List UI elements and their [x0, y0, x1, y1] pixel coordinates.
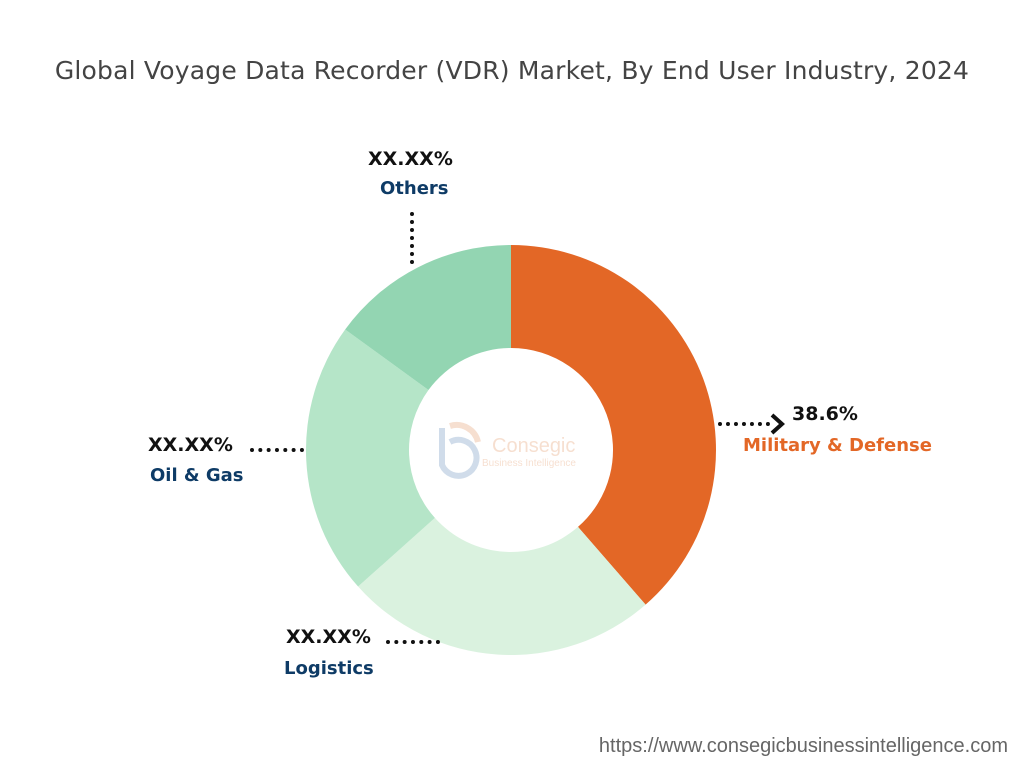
leader-line-logistics [386, 640, 440, 644]
label-name-logistics: Logistics [284, 658, 374, 679]
label-name-military: Military & Defense [743, 435, 932, 456]
leader-line-others [410, 212, 414, 264]
slice-oil-gas [306, 329, 435, 587]
slice-military-defense [511, 245, 716, 605]
label-name-oil-gas: Oil & Gas [150, 465, 244, 486]
slice-others [345, 245, 511, 391]
consegic-logo: Consegic Business Intelligence [430, 420, 610, 484]
label-value-oil-gas: XX.XX% [148, 434, 233, 456]
arrow-head-icon [770, 413, 785, 435]
label-name-others: Others [380, 178, 449, 199]
leader-line-oil-gas [250, 448, 304, 452]
svg-text:Business Intelligence: Business Intelligence [482, 458, 576, 469]
slice-logistics [358, 517, 646, 655]
leader-line-military [718, 422, 770, 426]
label-value-logistics: XX.XX% [286, 626, 371, 648]
chart-title: Global Voyage Data Recorder (VDR) Market… [54, 56, 970, 85]
footer-url: https://www.consegicbusinessintelligence… [598, 735, 1008, 757]
label-value-military: 38.6% [792, 403, 858, 425]
svg-text:Consegic: Consegic [492, 435, 575, 457]
label-value-others: XX.XX% [368, 148, 453, 170]
